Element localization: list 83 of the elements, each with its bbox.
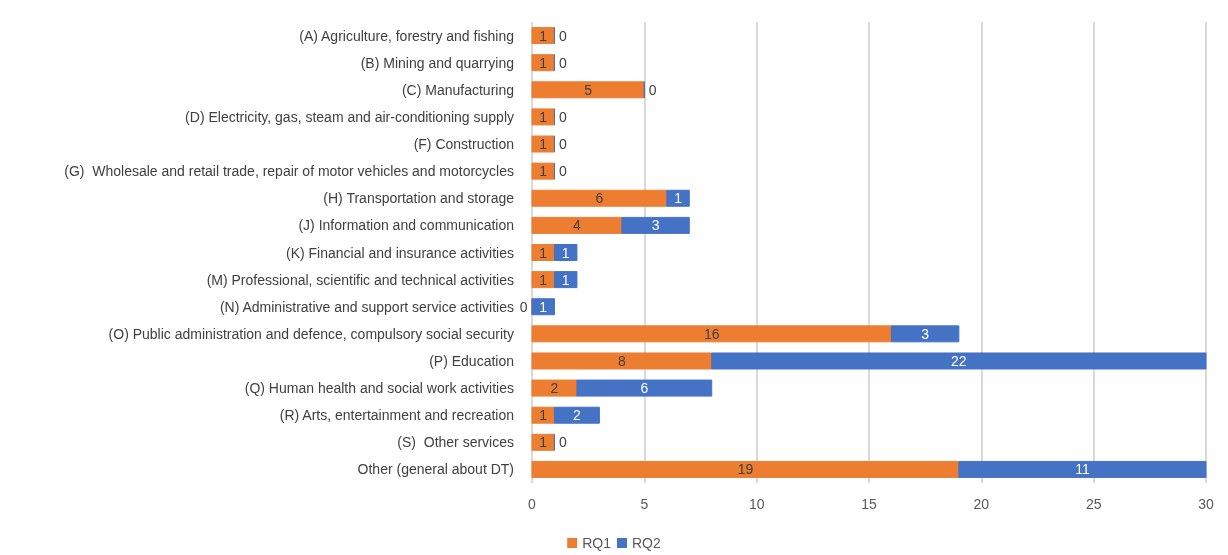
data-label: 1 bbox=[561, 271, 570, 288]
y-tick-label: (N) Administrative and support service activities bbox=[219, 298, 514, 315]
data-label: 1 bbox=[561, 244, 570, 261]
data-label: 1 bbox=[539, 271, 548, 288]
y-tick-label: (B) Mining and quarrying bbox=[360, 54, 514, 71]
bar bbox=[531, 379, 578, 397]
y-tick-label: (A) Agriculture, forestry and fishing bbox=[299, 27, 514, 44]
y-tick-label: (C) Manufacturing bbox=[401, 81, 514, 98]
data-label: 0 bbox=[558, 54, 567, 71]
data-label: 0 bbox=[648, 81, 657, 98]
x-tick-label: 0 bbox=[528, 496, 537, 512]
data-label: 8 bbox=[617, 352, 626, 369]
data-label: 1 bbox=[539, 407, 548, 424]
data-label: 1 bbox=[674, 190, 683, 207]
data-label: 1 bbox=[539, 136, 548, 153]
bar bbox=[531, 325, 892, 343]
bar bbox=[890, 325, 960, 343]
x-tick-label: 10 bbox=[748, 496, 765, 512]
data-label: 4 bbox=[573, 217, 582, 234]
bar bbox=[666, 189, 690, 207]
bar bbox=[531, 460, 960, 478]
y-tick-label: (D) Electricity, gas, steam and air-conditioning supply bbox=[185, 108, 514, 125]
data-label: 1 bbox=[539, 298, 548, 315]
y-tick-label: (Q) Human health and social work activities bbox=[244, 380, 514, 397]
data-label: 6 bbox=[595, 190, 604, 207]
data-label: 0 bbox=[558, 136, 567, 153]
data-label: 1 bbox=[539, 434, 548, 451]
data-label: 11 bbox=[1075, 461, 1090, 478]
data-label: 16 bbox=[703, 325, 720, 342]
bar bbox=[531, 352, 713, 370]
y-tick-label: (K) Financial and insurance activities bbox=[286, 244, 514, 261]
bar bbox=[531, 162, 555, 180]
bar bbox=[531, 216, 623, 234]
data-label: 1 bbox=[539, 27, 548, 44]
legend-label: RQ2 bbox=[632, 535, 661, 551]
bar bbox=[531, 135, 555, 153]
data-label: 3 bbox=[651, 217, 660, 234]
bar bbox=[621, 216, 690, 234]
y-tick-label: (M) Professional, scientific and technical activities bbox=[206, 271, 514, 288]
data-label: 1 bbox=[539, 54, 548, 71]
bar bbox=[553, 406, 600, 424]
bar bbox=[531, 27, 555, 45]
y-tick-label: (G) Wholesale and retail trade, repair of motor vehicles and motorcycles bbox=[64, 163, 514, 180]
bar bbox=[553, 244, 578, 261]
bar bbox=[531, 433, 555, 451]
y-tick-label: (O) Public administration and defence, compulsory social security bbox=[108, 325, 514, 342]
y-tick-label: (J) Information and communication bbox=[298, 217, 514, 234]
data-label: 19 bbox=[737, 461, 754, 478]
data-label: 2 bbox=[573, 407, 582, 424]
data-label: 1 bbox=[539, 163, 548, 180]
data-label: 1 bbox=[539, 108, 548, 125]
bar bbox=[531, 189, 668, 207]
y-tick-label: (F) Construction bbox=[413, 136, 514, 153]
data-label: 0 bbox=[558, 27, 567, 44]
legend-label: RQ1 bbox=[582, 535, 612, 551]
data-label: 1 bbox=[539, 244, 548, 261]
x-tick-label: 25 bbox=[1085, 496, 1102, 512]
data-label: 0 bbox=[558, 108, 567, 125]
x-tick-label: 20 bbox=[973, 496, 990, 512]
data-label: 0 bbox=[558, 163, 567, 180]
bar bbox=[958, 460, 1207, 478]
x-tick-label: 5 bbox=[640, 496, 649, 512]
bar bbox=[531, 81, 645, 99]
data-label: 5 bbox=[584, 81, 593, 98]
x-tick-label: 15 bbox=[861, 496, 877, 512]
y-tick-label: (S) Other services bbox=[397, 434, 514, 451]
data-label: 22 bbox=[951, 352, 967, 369]
data-label: 2 bbox=[550, 380, 559, 397]
y-tick-label: Other (general about DT) bbox=[357, 461, 514, 478]
data-label: 0 bbox=[558, 434, 567, 451]
y-tick-label: (H) Transportation and storage bbox=[323, 190, 515, 207]
data-label: 6 bbox=[640, 380, 649, 397]
data-label: 0 bbox=[519, 298, 528, 315]
bar bbox=[531, 108, 555, 126]
bar bbox=[553, 271, 578, 289]
y-tick-label: (P) Education bbox=[429, 352, 514, 369]
y-tick-label: (R) Arts, entertainment and recreation bbox=[279, 407, 514, 424]
bar bbox=[531, 298, 555, 316]
x-tick-label: 30 bbox=[1198, 496, 1214, 512]
data-label: 3 bbox=[921, 325, 930, 342]
bar bbox=[531, 54, 555, 72]
bar bbox=[711, 352, 1207, 370]
bar bbox=[576, 379, 713, 397]
